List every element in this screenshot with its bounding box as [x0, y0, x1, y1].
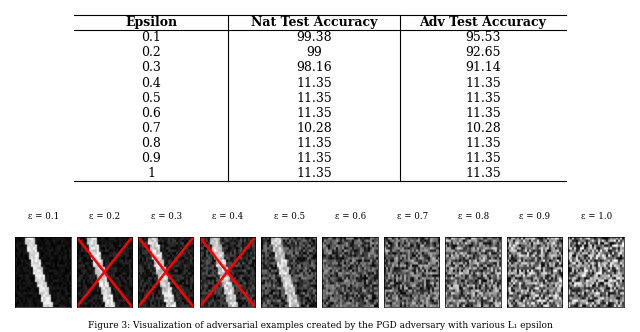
Text: 11.35: 11.35	[465, 92, 500, 105]
Text: 99: 99	[306, 46, 322, 59]
Text: 11.35: 11.35	[465, 167, 500, 180]
Text: 11.35: 11.35	[465, 76, 500, 90]
Text: 10.28: 10.28	[296, 122, 332, 135]
Text: ε = 0.7: ε = 0.7	[397, 212, 428, 221]
Text: 1: 1	[147, 167, 155, 180]
Text: ε = 0.5: ε = 0.5	[274, 212, 305, 221]
Text: 10.28: 10.28	[465, 122, 500, 135]
Text: ε = 0.9: ε = 0.9	[520, 212, 550, 221]
Text: 0.9: 0.9	[141, 152, 161, 165]
Text: ε = 0.3: ε = 0.3	[151, 212, 182, 221]
Text: Epsilon: Epsilon	[125, 16, 177, 29]
Text: 95.53: 95.53	[465, 31, 500, 44]
Text: ε = 0.4: ε = 0.4	[212, 212, 243, 221]
Text: 0.4: 0.4	[141, 76, 161, 90]
Text: 0.5: 0.5	[141, 92, 161, 105]
Text: ε = 0.8: ε = 0.8	[458, 212, 489, 221]
Text: ε = 0.2: ε = 0.2	[90, 212, 120, 221]
Text: 92.65: 92.65	[465, 46, 500, 59]
Text: 11.35: 11.35	[296, 92, 332, 105]
Text: 0.2: 0.2	[141, 46, 161, 59]
Text: Adv Test Accuracy: Adv Test Accuracy	[419, 16, 547, 29]
Text: 11.35: 11.35	[296, 137, 332, 150]
Text: 0.7: 0.7	[141, 122, 161, 135]
Text: 0.6: 0.6	[141, 107, 161, 120]
Text: 11.35: 11.35	[465, 137, 500, 150]
Text: ε = 0.1: ε = 0.1	[28, 212, 59, 221]
Text: 11.35: 11.35	[296, 167, 332, 180]
Text: 99.38: 99.38	[296, 31, 332, 44]
Text: 0.8: 0.8	[141, 137, 161, 150]
Text: 11.35: 11.35	[296, 76, 332, 90]
Text: 0.1: 0.1	[141, 31, 161, 44]
Text: 11.35: 11.35	[465, 107, 500, 120]
Text: 98.16: 98.16	[296, 61, 332, 74]
Text: 11.35: 11.35	[296, 107, 332, 120]
Text: 11.35: 11.35	[296, 152, 332, 165]
Text: 0.3: 0.3	[141, 61, 161, 74]
Text: 11.35: 11.35	[465, 152, 500, 165]
Text: 91.14: 91.14	[465, 61, 500, 74]
Text: ε = 1.0: ε = 1.0	[581, 212, 612, 221]
Text: Figure 3: Visualization of adversarial examples created by the PGD adversary wit: Figure 3: Visualization of adversarial e…	[88, 321, 552, 330]
Text: Nat Test Accuracy: Nat Test Accuracy	[251, 16, 377, 29]
Text: ε = 0.6: ε = 0.6	[335, 212, 366, 221]
